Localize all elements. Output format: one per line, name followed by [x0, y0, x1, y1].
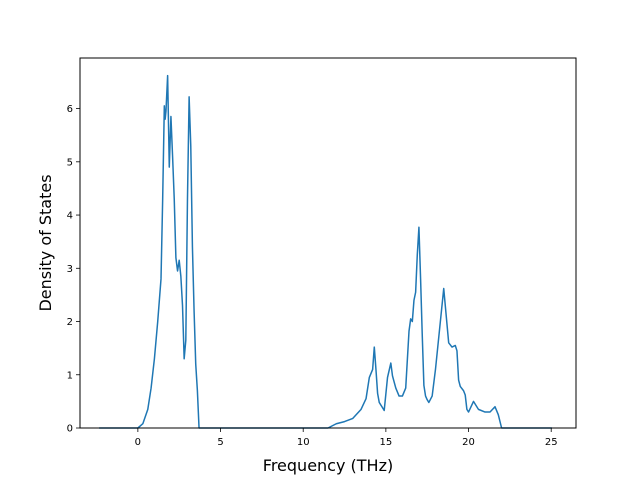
- y-tick-label: 2: [67, 317, 73, 328]
- data-layer: [99, 74, 552, 429]
- x-tick-label: 20: [462, 437, 475, 448]
- y-tick-label: 6: [67, 104, 73, 115]
- x-tick-label: 0: [135, 437, 141, 448]
- y-tick-label: 4: [67, 211, 73, 222]
- plot-area: [80, 58, 576, 428]
- x-axis-label: Frequency (THz): [263, 456, 393, 475]
- x-tick-label: 5: [217, 437, 223, 448]
- x-tick-label: 25: [545, 437, 558, 448]
- plot-frame: [79, 57, 577, 429]
- y-tick-label: 0: [67, 424, 73, 435]
- y-tick-label: 3: [67, 264, 73, 275]
- y-axis-label: Density of States: [36, 174, 55, 311]
- x-tick-label: 15: [379, 437, 392, 448]
- x-axis-ticks: 0 5 10 15 20 25: [135, 428, 558, 448]
- y-axis-ticks: 0 1 2 3 4 5 6: [67, 104, 80, 435]
- series-line-0: [99, 74, 552, 429]
- y-tick-label: 1: [67, 370, 73, 381]
- y-tick-label: 5: [67, 157, 73, 168]
- x-tick-label: 10: [297, 437, 310, 448]
